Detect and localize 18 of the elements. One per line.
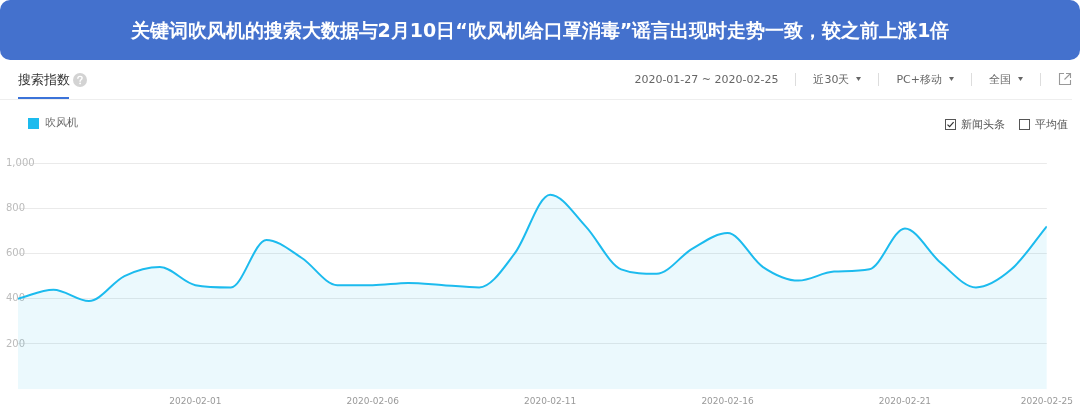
x-tick-label: 2020-02-21 <box>878 395 932 406</box>
x-tick-label: 2020-02-16 <box>701 395 754 406</box>
text: 新闻头条 <box>961 116 1005 132</box>
text: 2020-01-27 ~ 2020-02-25 <box>634 72 779 86</box>
text: 全国 <box>989 71 1011 87</box>
text: 平均值 <box>1035 116 1068 132</box>
x-tick-label: 2020-02-06 <box>346 395 400 406</box>
x-tick-label: 2020-02-11 <box>524 395 577 406</box>
y-tick-label: 600 <box>6 247 26 259</box>
x-tick-label: 2020-02-25 <box>1020 395 1073 406</box>
y-tick-label: 800 <box>6 201 26 213</box>
legend-label: 吹风机 <box>44 116 78 130</box>
y-tick-label: 200 <box>6 337 26 349</box>
y-tick-label: 1,000 <box>6 156 35 168</box>
chart-subtitle: 搜索指数 <box>18 71 70 89</box>
text: 近30天 <box>813 71 850 87</box>
x-tick-label: 2020-02-01 <box>169 395 222 406</box>
text: PC+移动 <box>896 71 942 87</box>
